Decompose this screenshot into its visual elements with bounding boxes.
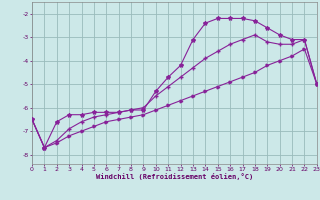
X-axis label: Windchill (Refroidissement éolien,°C): Windchill (Refroidissement éolien,°C) xyxy=(96,173,253,180)
